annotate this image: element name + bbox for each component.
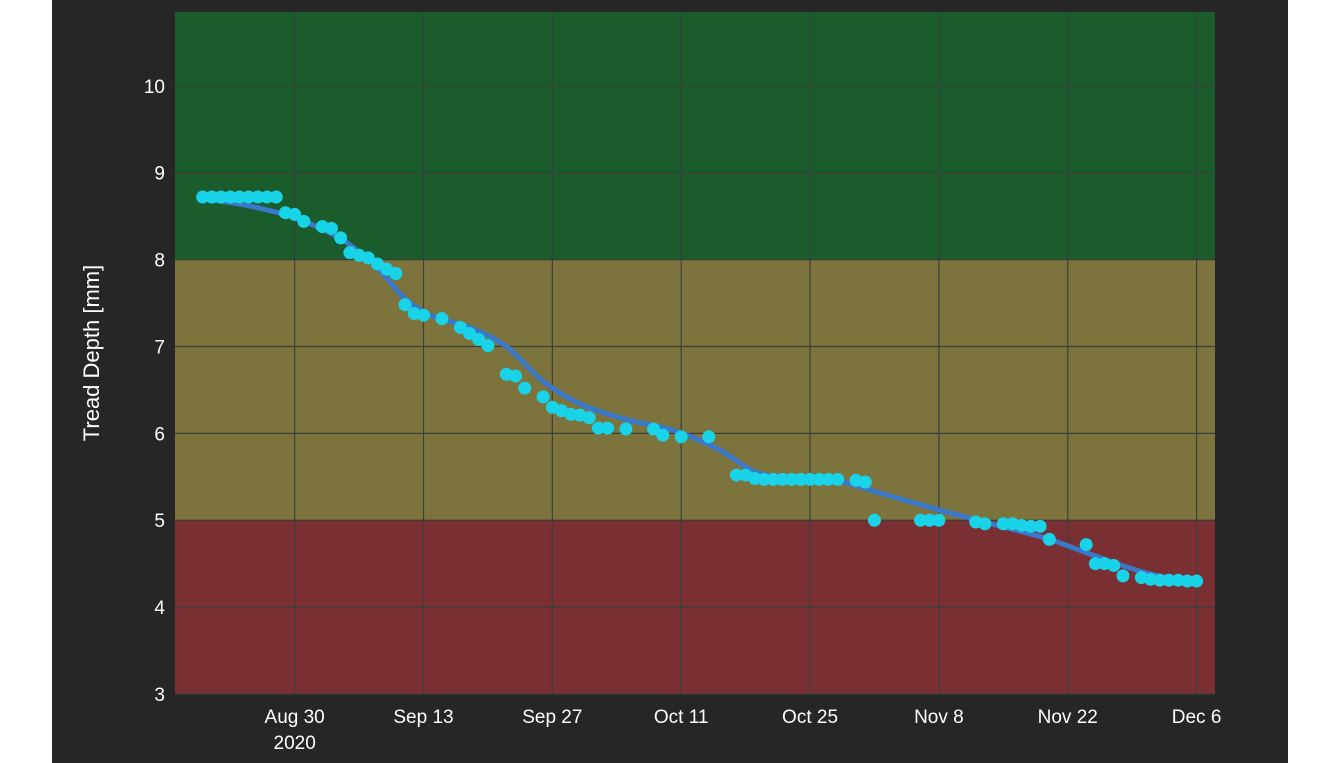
data-point [978,517,992,531]
data-point [435,312,449,326]
data-point [867,513,881,527]
y-tick-label: 7 [154,337,165,358]
data-point [205,190,219,204]
x-tick-labels: Aug 30 2020 Sep 13 Sep 27 Oct 11 Oct 25 Nov 8 N… [265,707,1222,754]
data-point [1153,573,1167,587]
background-band-1 [175,259,1215,521]
x-tick-label: Nov 8 [914,707,964,728]
data-point [591,421,605,435]
data-point [775,472,789,486]
x-tick-label: Aug 30 [265,707,325,728]
data-point [831,472,845,486]
x-tick-label: Sep 27 [522,707,582,728]
data-point [932,513,946,527]
data-point [536,390,550,404]
y-axis-title: Tread Depth [mm] [79,265,104,441]
data-point [269,190,283,204]
data-point [1024,519,1038,533]
data-point [472,333,486,347]
y-tick-label: 3 [154,685,165,706]
data-point [794,472,808,486]
data-point [1107,558,1121,572]
x-tick-sublabel: 2020 [274,733,316,754]
x-tick-label: Nov 22 [1038,707,1098,728]
y-tick-label: 10 [144,77,165,98]
data-point [674,430,688,444]
scatter-points [196,190,1204,588]
data-point [232,190,246,204]
data-point [463,326,477,340]
data-point [656,428,670,442]
y-tick-labels: 3 4 5 6 7 8 9 10 [144,77,166,706]
data-point [361,251,375,265]
y-tick-label: 9 [154,164,165,185]
data-point [251,190,265,204]
data-point [923,513,937,527]
data-point [288,207,302,221]
y-tick-label: 4 [154,598,165,619]
data-point [334,231,348,245]
data-point [389,267,403,281]
data-point [481,339,495,353]
data-point [582,411,596,425]
data-point [297,214,311,228]
data-point [453,320,467,334]
data-point [785,472,799,486]
y-tick-label: 5 [154,511,165,532]
data-point [702,430,716,444]
data-point [601,421,615,435]
x-tick-label: Dec 6 [1172,707,1222,728]
data-point [518,381,532,395]
background-band-0 [175,12,1215,260]
data-point [766,472,780,486]
data-point [821,472,835,486]
data-point [913,513,927,527]
data-point [1190,574,1204,588]
data-point [196,190,210,204]
data-point [858,475,872,489]
data-point [398,298,412,312]
data-point [324,221,338,235]
data-point [1042,532,1056,546]
x-tick-label: Sep 13 [393,707,453,728]
data-point [1162,573,1176,587]
tread-depth-chart: 3 4 5 6 7 8 9 10 Aug 30 2020 Sep 13 Sep 27 Oct 11 Oc… [79,12,1222,754]
data-point [812,472,826,486]
y-tick-label: 8 [154,251,165,272]
data-point [223,190,237,204]
data-point [416,308,430,322]
data-point [757,472,771,486]
data-point [509,369,523,383]
data-point [1180,574,1194,588]
data-point [242,190,256,204]
y-tick-label: 6 [154,424,165,445]
data-point [1088,557,1102,571]
data-point [647,422,661,436]
background-bands [175,12,1215,694]
data-point [729,468,743,482]
data-point [260,190,274,204]
data-point [803,472,817,486]
data-point [1116,569,1130,583]
data-point [214,190,228,204]
data-point [619,422,633,436]
data-point [996,517,1010,531]
x-tick-label: Oct 25 [782,707,838,728]
data-point [1033,519,1047,533]
chart-panel: 3 4 5 6 7 8 9 10 Aug 30 2020 Sep 13 Sep 27 Oct 11 Oc… [52,0,1288,763]
x-tick-label: Oct 11 [654,707,709,728]
data-point [1079,538,1093,552]
